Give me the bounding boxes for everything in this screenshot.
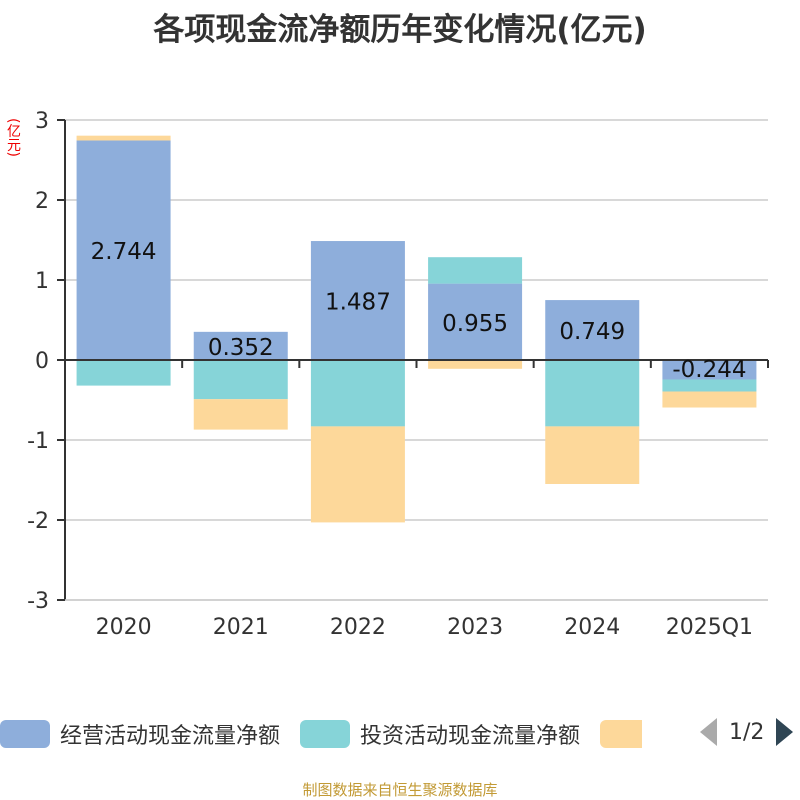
bar-segment-2024-series-2 (545, 426, 640, 484)
y-tick-label: 3 (35, 109, 49, 134)
data-label: 0.955 (442, 311, 508, 337)
legend-pager: 1/2 (700, 718, 794, 746)
x-tick-label: 2025Q1 (666, 615, 753, 640)
data-label: 2.744 (91, 239, 157, 265)
chart-plot: 3 2 1 0 -1 -2 -3 2020 2021 2022 2023 2024 2025Q1 2.74… (27, 109, 769, 640)
chart-title: 各项现金流净额历年变化情况(亿元) (153, 12, 647, 48)
x-tick-label: 2021 (213, 615, 269, 640)
data-label: 1.487 (325, 290, 391, 316)
y-tick-label: -1 (27, 429, 49, 454)
legend-page-indicator: 1/2 (729, 719, 765, 745)
y-tick-label: 1 (35, 269, 49, 294)
x-tick-label: 2023 (447, 615, 503, 640)
bar-segment-2024-series-0 (545, 300, 640, 360)
legend-swatch-investing (300, 720, 351, 748)
bar-segment-2021-series-0 (193, 331, 288, 360)
data-label: -0.244 (672, 357, 746, 383)
bar-segment-2025Q1-series-0 (662, 360, 757, 380)
y-tick-label: -3 (27, 589, 49, 614)
bar-segment-2022-series-1 (310, 360, 405, 427)
legend: 经营活动现金流量净额 投资活动现金流量净额 (0, 718, 672, 750)
bar-segment-2022-series-2 (310, 426, 405, 523)
bar-segment-2023-series-0 (428, 283, 523, 360)
bar-segment-2021-series-2 (193, 399, 288, 430)
legend-item-operating[interactable]: 经营活动现金流量净额 (0, 718, 280, 750)
bar-segment-2020-series-0 (76, 140, 171, 360)
bar-segment-2025Q1-series-1 (662, 379, 757, 392)
y-tick-label: -2 (27, 509, 49, 534)
legend-label-investing: 投资活动现金流量净额 (360, 724, 581, 749)
legend-item-financing[interactable] (600, 720, 652, 748)
data-label: 0.749 (559, 319, 625, 345)
legend-item-investing[interactable]: 投资活动现金流量净额 (300, 718, 580, 750)
y-axis-unit: (亿元) (5, 118, 21, 157)
bar-segment-2023-series-1 (428, 257, 523, 284)
bar-segment-2022-series-0 (310, 241, 405, 360)
bar-segment-2020-series-1 (76, 360, 171, 386)
x-tick-label: 2024 (564, 615, 620, 640)
bar-segment-2024-series-1 (545, 360, 640, 427)
x-tick-label: 2020 (96, 615, 152, 640)
y-tick-label: 2 (35, 189, 49, 214)
bar-segment-2025Q1-series-2 (662, 391, 757, 408)
legend-swatch-financing (600, 720, 643, 748)
bar-segment-2020-series-2 (76, 135, 171, 141)
bar-segment-2021-series-1 (193, 360, 288, 400)
next-page-icon[interactable] (776, 718, 794, 746)
prev-page-icon[interactable] (700, 718, 717, 746)
legend-label-operating: 经营活动现金流量净额 (60, 724, 281, 749)
legend-swatch-operating (0, 720, 50, 748)
x-tick-label: 2022 (330, 615, 386, 640)
data-source: 制图数据来自恒生聚源数据库 (302, 781, 498, 799)
data-label: 0.352 (208, 335, 274, 361)
bar-segment-2023-series-2 (428, 360, 523, 369)
y-tick-label: 0 (35, 349, 49, 374)
